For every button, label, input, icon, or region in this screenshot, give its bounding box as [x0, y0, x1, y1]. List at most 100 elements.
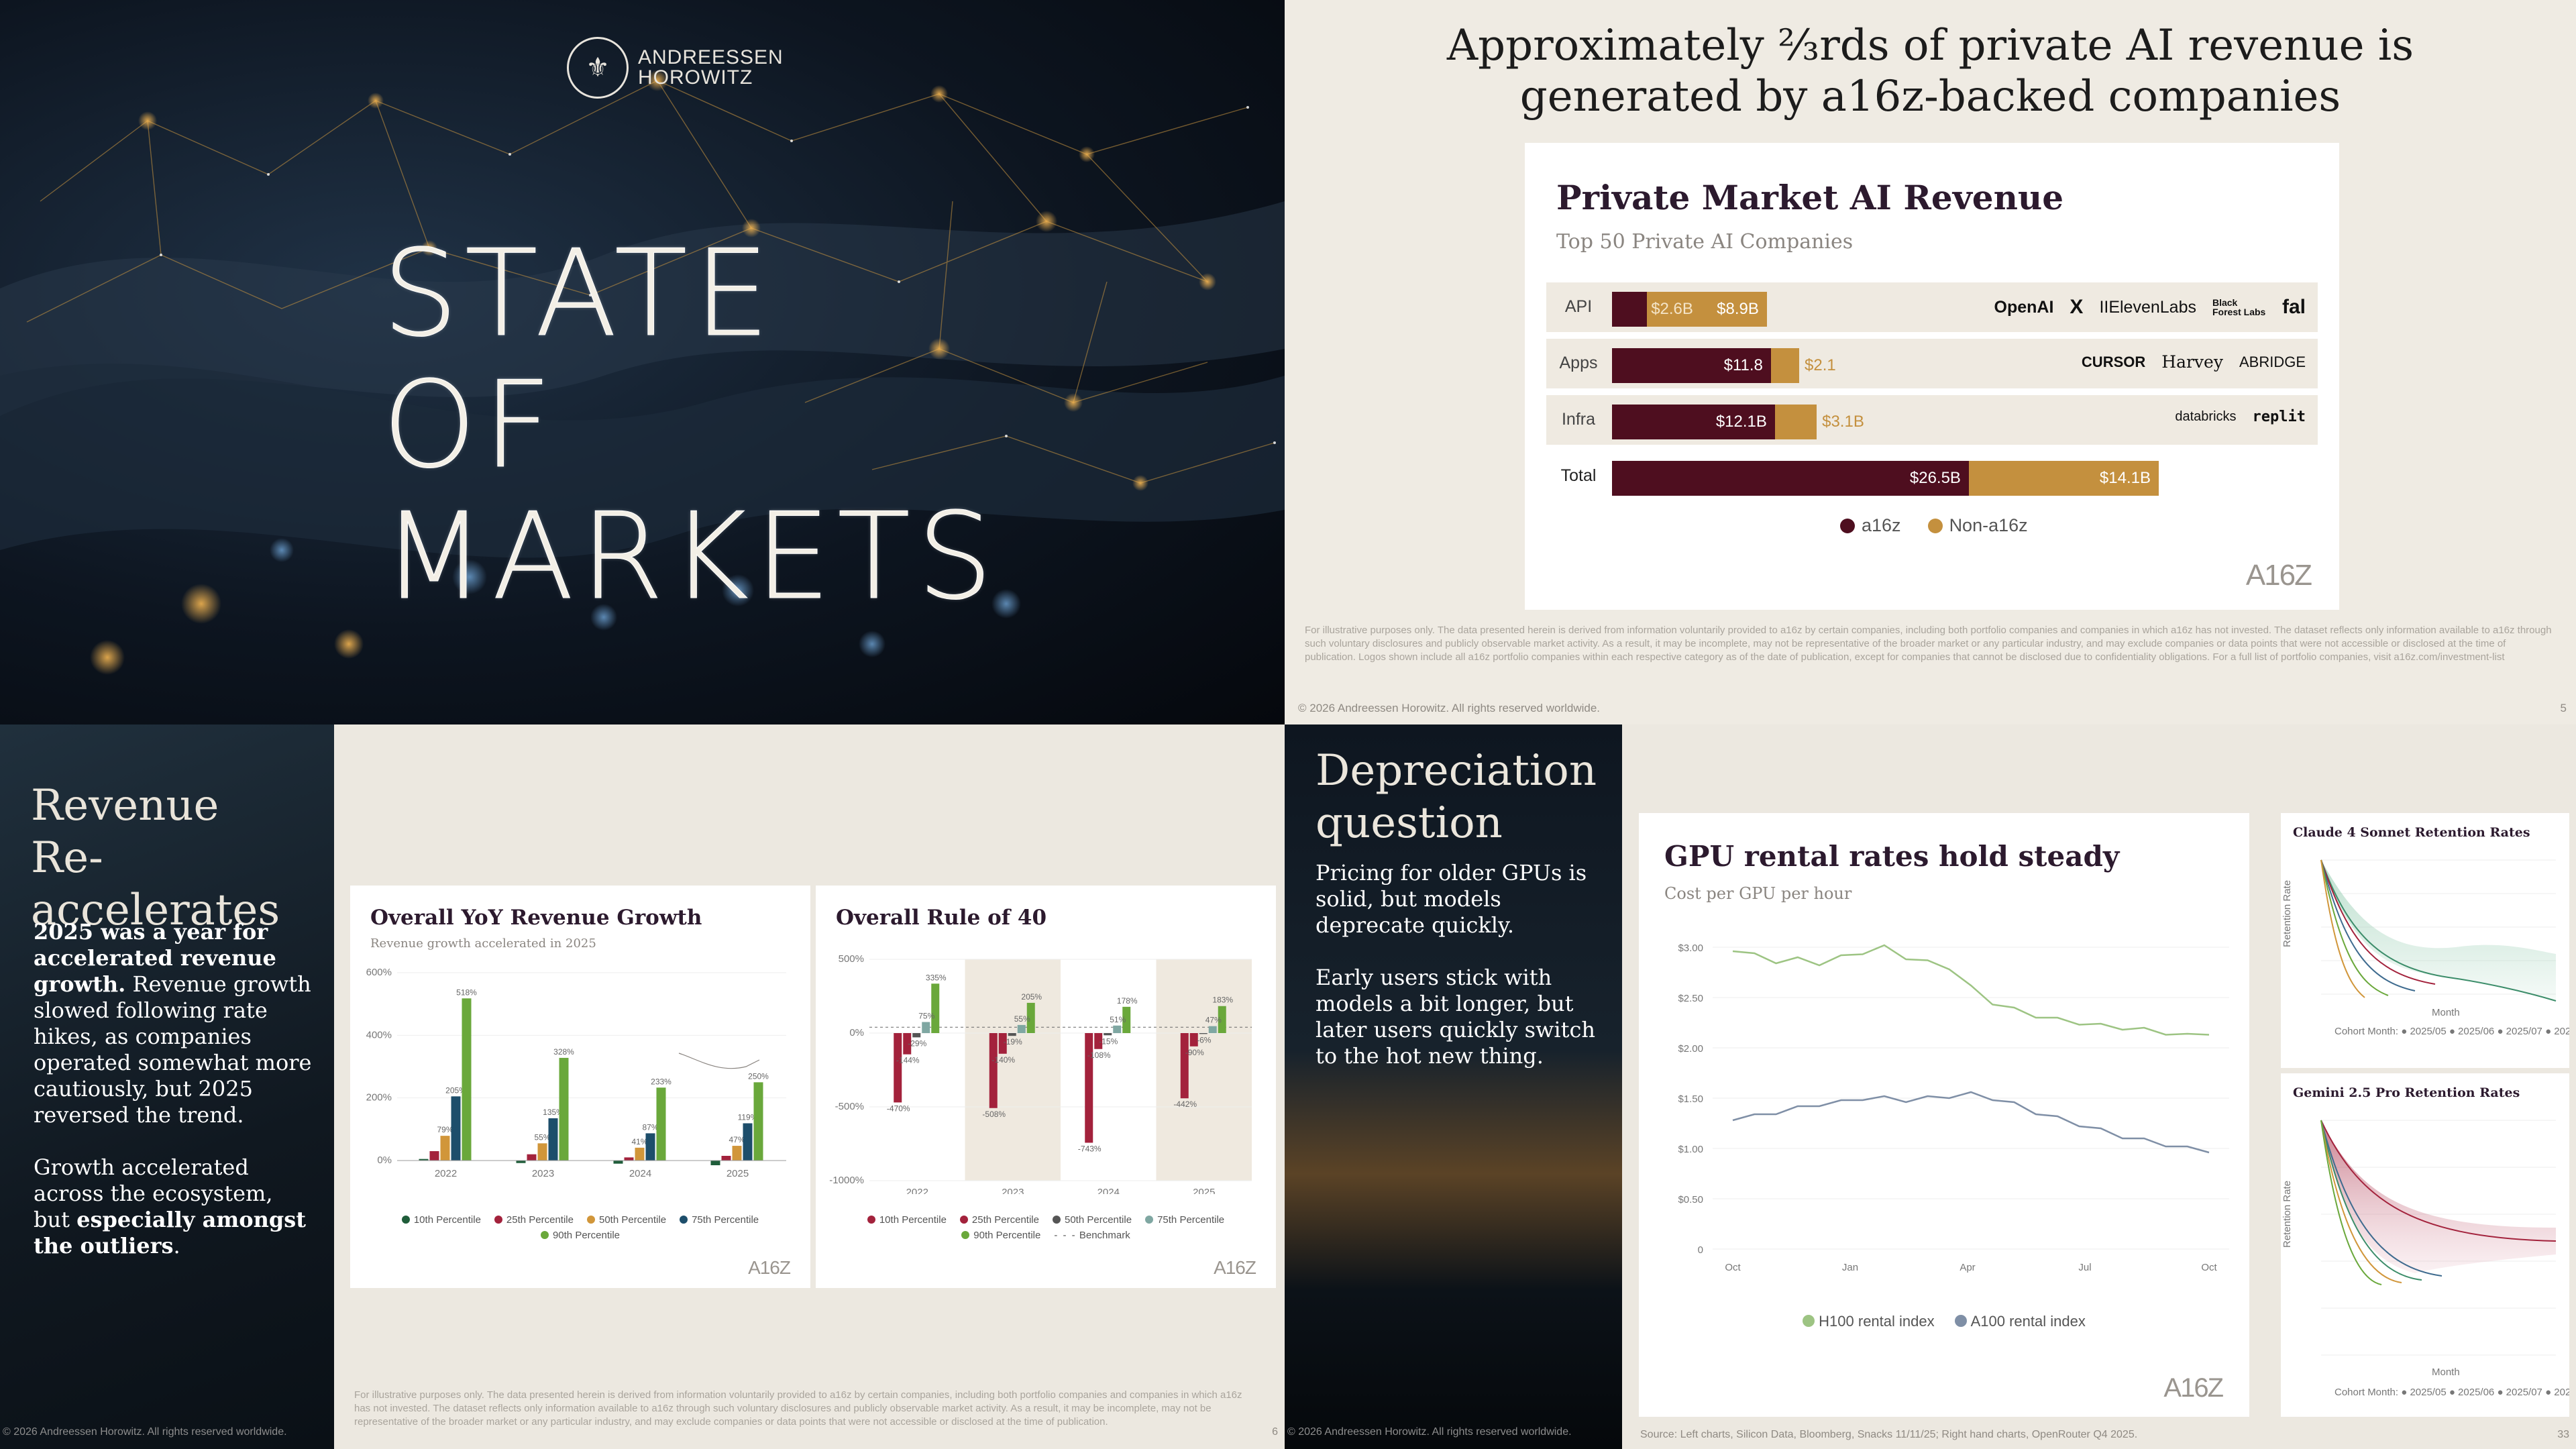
- openai-logo: OpenAI: [1994, 297, 2054, 317]
- y-tick-label: 400%: [366, 1029, 392, 1040]
- brand-logo: ⚜ ANDREESSEN HOROWITZ: [567, 37, 784, 99]
- legend-item: 10th Percentile: [867, 1214, 947, 1226]
- fal-logo: fal: [2282, 296, 2306, 318]
- bar: [998, 1033, 1007, 1054]
- bar: [1085, 1033, 1093, 1143]
- bar-data-label: 328%: [553, 1047, 574, 1057]
- x-tick-label: 2022: [906, 1187, 928, 1194]
- bar-a16z: [1612, 292, 1648, 327]
- bar-data-label: 87%: [642, 1122, 658, 1132]
- x-tick-label: 2025: [1193, 1187, 1215, 1194]
- y-tick-label: $2.00: [1678, 1043, 1703, 1055]
- x-tick-label: 2024: [1097, 1187, 1120, 1194]
- bar-data-label: 183%: [1212, 996, 1233, 1005]
- bar-data-label: -19%: [1004, 1037, 1022, 1046]
- bar: [710, 1161, 720, 1165]
- bar-data-label: -29%: [908, 1038, 926, 1048]
- legend-item: 25th Percentile: [494, 1214, 574, 1226]
- x-tick-label: 2025: [727, 1168, 749, 1179]
- row-label: Total: [1560, 466, 1597, 485]
- cover-slide: ⚜ ANDREESSEN HOROWITZ STATE OF MARKETS: [0, 0, 1285, 724]
- bar-data-label: -743%: [1078, 1144, 1102, 1153]
- year-band: [965, 959, 1061, 1181]
- chart-title: Private Market AI Revenue: [1556, 178, 2064, 217]
- y-tick-label: 600%: [366, 967, 392, 978]
- bar: [451, 1096, 461, 1161]
- bar-data-label: 233%: [651, 1077, 672, 1086]
- legend-item: 25th Percentile: [959, 1214, 1039, 1226]
- x-axis-label: Month: [2432, 1007, 2460, 1018]
- bar: [1208, 1026, 1217, 1033]
- legend-item: 10th Percentile: [401, 1214, 481, 1226]
- bar-value-a16z: $2.6B: [1651, 300, 1693, 318]
- bar-data-label: 51%: [1110, 1015, 1126, 1024]
- bar: [1180, 1033, 1189, 1099]
- bar: [1189, 1033, 1198, 1046]
- y-tick-label: 200%: [366, 1092, 392, 1104]
- a16z-logo: A16Z: [1214, 1257, 1256, 1278]
- bar: [548, 1118, 558, 1161]
- bar-data-label: 55%: [534, 1132, 550, 1142]
- source-note: Source: Left charts, Silicon Data, Bloom…: [1640, 1429, 2138, 1440]
- x-tick-label: Oct: [1725, 1262, 1741, 1273]
- x-tick-label: Jul: [2078, 1262, 2091, 1273]
- bar: [440, 1136, 450, 1161]
- disclaimer-text: For illustrative purposes only. The data…: [1305, 625, 2552, 663]
- bar-data-label: -442%: [1173, 1099, 1197, 1109]
- bar: [559, 1057, 569, 1161]
- bar-data-label: 55%: [1014, 1014, 1030, 1024]
- chart-legend: a16z Non-a16z: [1840, 515, 2028, 536]
- bar: [903, 1033, 912, 1055]
- year-band: [1156, 959, 1252, 1181]
- bar: [1113, 1025, 1122, 1033]
- bar: [645, 1133, 655, 1161]
- a16z-logo: A16Z: [748, 1257, 791, 1278]
- gemini-retention-card: Gemini 2.5 Pro Retention Rates Retention…: [2281, 1073, 2569, 1417]
- x-tick-label: 2023: [532, 1168, 554, 1179]
- y-tick-label: -500%: [835, 1101, 864, 1112]
- chart-title: GPU rental rates hold steady: [1664, 840, 2120, 873]
- bar-data-label: -470%: [887, 1104, 910, 1113]
- x-tick-label: 2022: [435, 1168, 457, 1179]
- bar: [537, 1143, 547, 1161]
- series-line: [1732, 1091, 2210, 1154]
- bar-data-label: 335%: [926, 973, 947, 982]
- bar: [527, 1154, 537, 1161]
- x-logo: X: [2070, 296, 2084, 318]
- bar: [1017, 1024, 1026, 1033]
- series-line: [1732, 944, 2210, 1036]
- network-background: [0, 70, 1285, 675]
- slide-body: 2025 was a year for accelerated revenue …: [34, 919, 312, 1258]
- bar-data-label: 518%: [456, 987, 477, 997]
- black-forest-labs-logo: Black Forest Labs: [2212, 297, 2266, 317]
- bar: [429, 1151, 439, 1161]
- bar: [931, 983, 940, 1033]
- page-number: 33: [2557, 1429, 2569, 1440]
- bar-data-label: -108%: [1087, 1051, 1111, 1060]
- bar-row-api: API $2.6B $8.9B OpenAI X IIElevenLabs Bl…: [1546, 282, 2318, 332]
- bar: [516, 1161, 526, 1163]
- bar: [1094, 1033, 1103, 1049]
- bar: [743, 1123, 753, 1161]
- bar-row-infra: Infra $12.1B $3.1B databricks replit: [1546, 395, 2318, 445]
- slide-headline: Approximately ⅔rds of private AI revenue…: [1446, 21, 2414, 121]
- y-tick-label: $1.00: [1678, 1144, 1703, 1155]
- copyright-footer: © 2026 Andreessen Horowitz. All rights r…: [1298, 702, 1601, 714]
- bar-data-label: 75%: [918, 1012, 934, 1021]
- yoy-growth-card: Overall YoY Revenue Growth Revenue growt…: [350, 885, 810, 1288]
- bar: [753, 1082, 763, 1161]
- disclaimer-text: For illustrative purposes only. The data…: [354, 1389, 1242, 1428]
- x-tick-label: Oct: [2201, 1262, 2217, 1273]
- copyright-footer: © 2026 Andreessen Horowitz. All rights r…: [1287, 1426, 1572, 1438]
- x-tick-label: 2024: [629, 1168, 651, 1179]
- bar-data-label: -144%: [896, 1056, 920, 1065]
- revenue-chart-card: Private Market AI Revenue Top 50 Private…: [1525, 143, 2339, 610]
- x-tick-label: 2023: [1002, 1187, 1024, 1194]
- bar-value-non-a16z: $2.1: [1805, 356, 1836, 374]
- company-logos: databricks replit: [2175, 409, 2306, 425]
- bar-data-label: 119%: [738, 1112, 758, 1122]
- bar-value-non-a16z: $14.1B: [2099, 469, 2151, 487]
- bar-data-label: 135%: [543, 1108, 564, 1117]
- y-tick-label: $3.00: [1678, 943, 1703, 954]
- y-tick-label: 0%: [849, 1027, 864, 1038]
